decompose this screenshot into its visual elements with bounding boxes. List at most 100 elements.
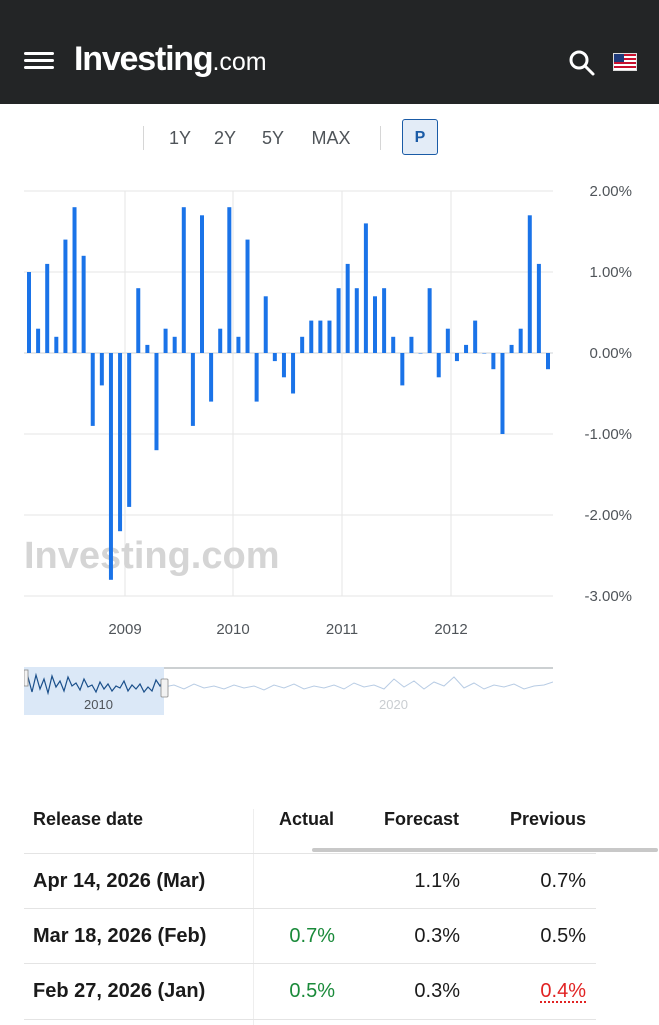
search-icon[interactable] (568, 49, 596, 77)
chart-bar[interactable] (327, 320, 332, 353)
logo-main: Investing (74, 40, 214, 78)
chart-bar[interactable] (482, 353, 487, 354)
chart-bar[interactable] (445, 328, 450, 353)
chart-bar[interactable] (491, 353, 496, 370)
chart-bar[interactable] (245, 239, 250, 353)
us-flag-icon[interactable] (613, 53, 637, 71)
horizontal-scrollbar[interactable] (312, 848, 658, 852)
chart-navigator[interactable]: 2010 2020 (24, 667, 553, 715)
range-5y-button[interactable]: 5Y (261, 128, 285, 148)
table-row[interactable]: Mar 18, 2026 (Feb) 0.7% 0.3% 0.5% (24, 908, 596, 964)
chart-bar[interactable] (527, 215, 532, 353)
separator (380, 126, 381, 150)
chart-bar[interactable] (509, 344, 514, 353)
chart-bar[interactable] (127, 353, 132, 507)
release-date-cell: Mar 18, 2026 (Feb) (33, 925, 207, 947)
forecast-cell: 0.3% (414, 925, 460, 947)
header-actual[interactable]: Actual (279, 809, 335, 829)
chart-bar[interactable] (354, 288, 359, 353)
range-max-button[interactable]: MAX (311, 128, 351, 148)
chart-bar[interactable] (464, 344, 469, 353)
chart-bar[interactable] (54, 336, 59, 353)
chart-type-p-button[interactable]: P (402, 119, 438, 155)
navigator-handle-right[interactable] (160, 678, 169, 698)
table-divider (253, 809, 254, 1025)
chart-bar[interactable] (172, 336, 177, 353)
chart-bar[interactable] (400, 353, 405, 386)
range-1y-button[interactable]: 1Y (168, 128, 192, 148)
chart-bar[interactable] (99, 353, 104, 386)
actual-cell (260, 854, 335, 909)
chart-bar[interactable] (536, 263, 541, 353)
chart-bar[interactable] (254, 353, 259, 402)
table-row[interactable]: Feb 27, 2026 (Jan) 0.5% 0.3% 0.4% (24, 963, 596, 1020)
chart-bar[interactable] (518, 328, 523, 353)
y-tick-label: -2.00% (584, 507, 632, 524)
chart-bar[interactable] (281, 353, 286, 378)
x-tick-label: 2010 (216, 621, 249, 638)
chart-bar[interactable] (272, 353, 277, 362)
chart-bar[interactable] (291, 353, 296, 394)
chart-bar[interactable] (45, 263, 50, 353)
header-forecast[interactable]: Forecast (384, 809, 460, 829)
hamburger-menu-icon[interactable] (24, 52, 54, 72)
chart-bar[interactable] (263, 296, 268, 353)
chart-bar[interactable] (63, 239, 68, 353)
chart-bar[interactable] (300, 336, 305, 353)
chart-bar[interactable] (236, 336, 241, 353)
chart-bar[interactable] (500, 353, 505, 434)
chart-bar[interactable] (436, 353, 441, 378)
chart-bar[interactable] (90, 353, 95, 426)
chart-bar[interactable] (72, 207, 77, 353)
chart-bar[interactable] (209, 353, 214, 402)
previous-cell: 0.7% (540, 870, 586, 892)
chart-bar[interactable] (136, 288, 141, 353)
chart-bar[interactable] (81, 255, 86, 353)
chart-bar[interactable] (190, 353, 195, 426)
header-release-date[interactable]: Release date (33, 809, 144, 829)
navigator-handle-left[interactable] (24, 669, 29, 687)
chart-bar[interactable] (318, 320, 323, 353)
header-previous[interactable]: Previous (510, 809, 587, 829)
chart-bar[interactable] (200, 215, 204, 353)
chart-bar[interactable] (473, 320, 478, 353)
y-tick-label: 2.00% (589, 183, 632, 200)
chart-bar[interactable] (118, 353, 123, 532)
table-row[interactable]: Apr 14, 2026 (Mar) 1.1% 0.7% (24, 853, 596, 909)
chart-watermark: Investing.com (24, 535, 280, 577)
range-2y-button[interactable]: 2Y (213, 128, 237, 148)
top-bar: Investing.com (0, 0, 659, 104)
chart-bar[interactable] (36, 328, 41, 353)
chart-bar[interactable] (373, 296, 377, 353)
navigator-label-2020: 2020 (379, 697, 408, 712)
investing-logo[interactable]: Investing.com (74, 40, 267, 79)
bar-chart: Investing.com 2.00% 1.00% 0.00% -1.00% -2.00… (24, 183, 632, 638)
chart-bar[interactable] (108, 353, 113, 580)
y-tick-label: -3.00% (584, 588, 632, 605)
forecast-cell: 1.1% (414, 870, 460, 892)
chart-bar[interactable] (27, 272, 31, 353)
chart-bar[interactable] (546, 353, 550, 370)
chart-bar[interactable] (427, 288, 432, 353)
range-selector: 1Y 2Y 5Y MAX P (0, 118, 659, 158)
chart-bar[interactable] (227, 207, 232, 353)
chart-bar[interactable] (145, 344, 150, 353)
release-date-cell: Feb 27, 2026 (Jan) (33, 980, 206, 1002)
chart-bar[interactable] (418, 353, 423, 354)
chart-bar[interactable] (345, 263, 350, 353)
chart-bar[interactable] (154, 353, 159, 451)
chart-bar[interactable] (409, 336, 414, 353)
chart-bar[interactable] (391, 336, 396, 353)
chart-bar[interactable] (336, 288, 341, 353)
chart-bar[interactable] (181, 207, 186, 353)
chart-bar[interactable] (309, 320, 314, 353)
chart-bar[interactable] (218, 328, 223, 353)
chart-bar[interactable] (454, 353, 459, 362)
chart-bar[interactable] (382, 288, 387, 353)
actual-cell: 0.7% (289, 925, 335, 947)
previous-value-revised: 0.4% (540, 980, 586, 1002)
chart-bar[interactable] (363, 223, 368, 353)
separator (143, 126, 144, 150)
chart-bar[interactable] (163, 328, 168, 353)
actual-cell: 0.5% (289, 980, 335, 1002)
